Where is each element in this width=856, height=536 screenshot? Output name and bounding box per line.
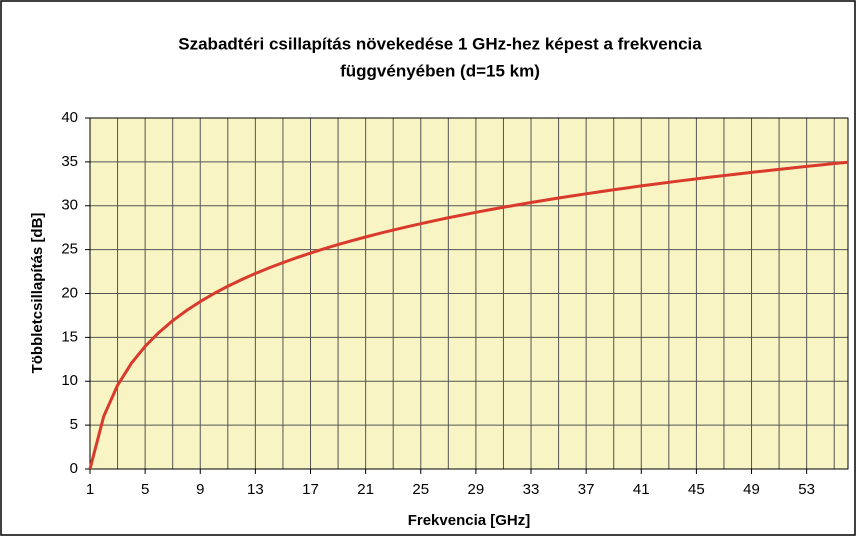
y-tick-label: 40: [61, 109, 78, 126]
data-line: [88, 160, 849, 470]
y-tick-label: 20: [61, 284, 78, 301]
x-tick-label: 33: [523, 481, 540, 498]
y-tick-label: 30: [61, 197, 78, 214]
chart-title: Szabadtéri csillapítás növekedése 1 GHz-…: [178, 34, 702, 53]
x-tick-label: 29: [468, 481, 485, 498]
y-tick-label: 35: [61, 153, 78, 170]
y-tick-label: 5: [70, 416, 78, 433]
chart-title: függvényében (d=15 km): [340, 61, 540, 80]
x-tick-label: 17: [302, 481, 319, 498]
x-tick-label: 13: [247, 481, 264, 498]
y-tick-label: 25: [61, 241, 78, 258]
x-tick-label: 41: [633, 481, 650, 498]
plot-border: [89, 117, 849, 470]
y-axis-label: Többletcsillapítás [dB]: [29, 213, 46, 374]
x-tick-label: 45: [688, 481, 705, 498]
x-tick-label: 25: [412, 481, 429, 498]
x-tick-label: 1: [86, 481, 94, 498]
y-tick-label: 10: [61, 372, 78, 389]
x-axis-label: Frekvencia [GHz]: [408, 512, 531, 529]
y-tick-label: 15: [61, 328, 78, 345]
x-tick-label: 5: [141, 481, 149, 498]
x-tick-label: 37: [578, 481, 595, 498]
x-tick-label: 9: [196, 481, 204, 498]
y-tick-label: 0: [70, 460, 78, 477]
x-tick-label: 49: [743, 481, 760, 498]
x-tick-label: 53: [798, 481, 815, 498]
x-tick-label: 21: [357, 481, 374, 498]
